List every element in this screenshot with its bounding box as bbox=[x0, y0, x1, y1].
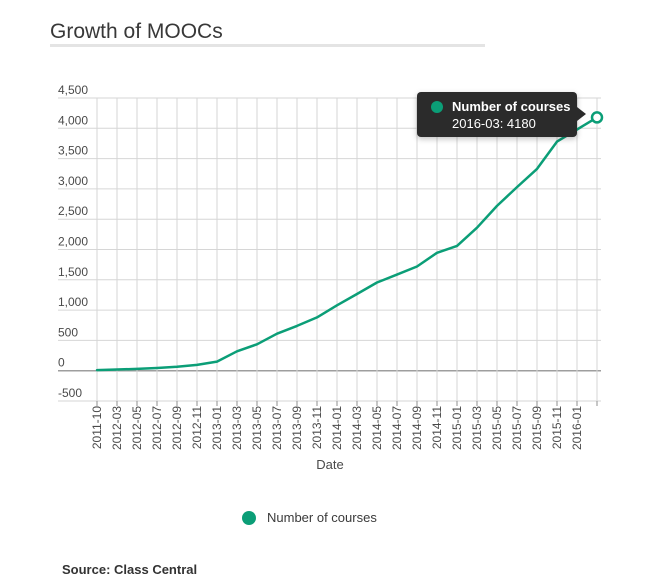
x-tick-label: 2012-05 bbox=[130, 406, 144, 450]
y-tick-label: 1,500 bbox=[58, 265, 88, 279]
y-tick-label: 500 bbox=[58, 325, 78, 339]
legend-dot-icon bbox=[242, 510, 256, 525]
x-tick-label: 2012-03 bbox=[110, 406, 124, 450]
x-tick-label: 2014-03 bbox=[350, 406, 364, 450]
series-line-number-of-courses[interactable] bbox=[95, 116, 599, 372]
x-tick-label: 2014-11 bbox=[430, 406, 444, 449]
y-tick-label: -500 bbox=[58, 386, 82, 400]
x-tick-label: 2013-01 bbox=[210, 406, 224, 450]
x-tick-label: 2013-11 bbox=[310, 406, 324, 449]
x-tick-label: 2015-03 bbox=[470, 406, 484, 450]
y-axis-labels: 4,500 4,000 3,500 3,000 2,500 2,000 1,500 1,000… bbox=[58, 83, 88, 400]
x-tick-label: 2013-07 bbox=[270, 406, 284, 450]
legend-label: Number of courses bbox=[267, 510, 377, 525]
y-tick-label: 2,500 bbox=[58, 204, 88, 218]
hovered-point-marker[interactable] bbox=[590, 111, 604, 124]
tooltip-value: 2016-03: 4180 bbox=[452, 116, 536, 131]
y-tick-label: 4,000 bbox=[58, 113, 88, 127]
x-tick-label: 2012-11 bbox=[190, 406, 204, 449]
x-tick-label: 2014-05 bbox=[370, 406, 384, 450]
x-axis-title: Date bbox=[316, 457, 343, 472]
y-tick-label: 4,500 bbox=[58, 83, 88, 97]
tooltip-series-name: Number of courses bbox=[452, 99, 571, 114]
tooltip-series-row: Number of courses bbox=[431, 99, 577, 114]
x-tick-label: 2013-05 bbox=[250, 406, 264, 450]
x-tick-label: 2015-05 bbox=[490, 406, 504, 450]
x-tick-label: 2013-09 bbox=[290, 406, 304, 450]
y-tick-label: 2,000 bbox=[58, 235, 88, 249]
x-tick-label: 2012-09 bbox=[170, 406, 184, 450]
x-tick-label: 2014-07 bbox=[390, 406, 404, 450]
y-gridlines bbox=[58, 97, 601, 402]
hover-tooltip: Number of courses 2016-03: 4180 bbox=[417, 92, 586, 137]
x-tick-label: 2015-01 bbox=[450, 406, 464, 450]
x-tick-label: 2014-09 bbox=[410, 406, 424, 450]
source-note: Source: Class Central bbox=[62, 562, 198, 577]
series-dot-icon bbox=[431, 100, 443, 113]
y-tick-label: 1,000 bbox=[58, 295, 88, 309]
x-tick-label: 2015-07 bbox=[510, 406, 524, 450]
title-divider bbox=[50, 44, 485, 47]
y-tick-label: 0 bbox=[58, 356, 65, 370]
x-tick-label: 2016-01 bbox=[570, 406, 584, 450]
page-title: Growth of MOOCs bbox=[50, 20, 223, 44]
x-tick-label: 2013-03 bbox=[230, 406, 244, 450]
y-tick-label: 3,000 bbox=[58, 174, 88, 188]
x-tick-label: 2015-11 bbox=[550, 406, 564, 449]
legend: Number of courses bbox=[242, 510, 377, 525]
x-tick-label: 2011-10 bbox=[90, 406, 104, 449]
x-tick-label: 2012-07 bbox=[150, 406, 164, 450]
x-axis-labels: 2011-10 2012-03 2012-05 2012-07 2012-09 2012-… bbox=[90, 406, 584, 450]
tooltip-pointer-icon bbox=[577, 107, 586, 121]
x-tick-label: 2015-09 bbox=[530, 406, 544, 450]
x-gridlines bbox=[96, 98, 598, 406]
y-tick-label: 3,500 bbox=[58, 144, 88, 158]
x-tick-label: 2014-01 bbox=[330, 406, 344, 450]
